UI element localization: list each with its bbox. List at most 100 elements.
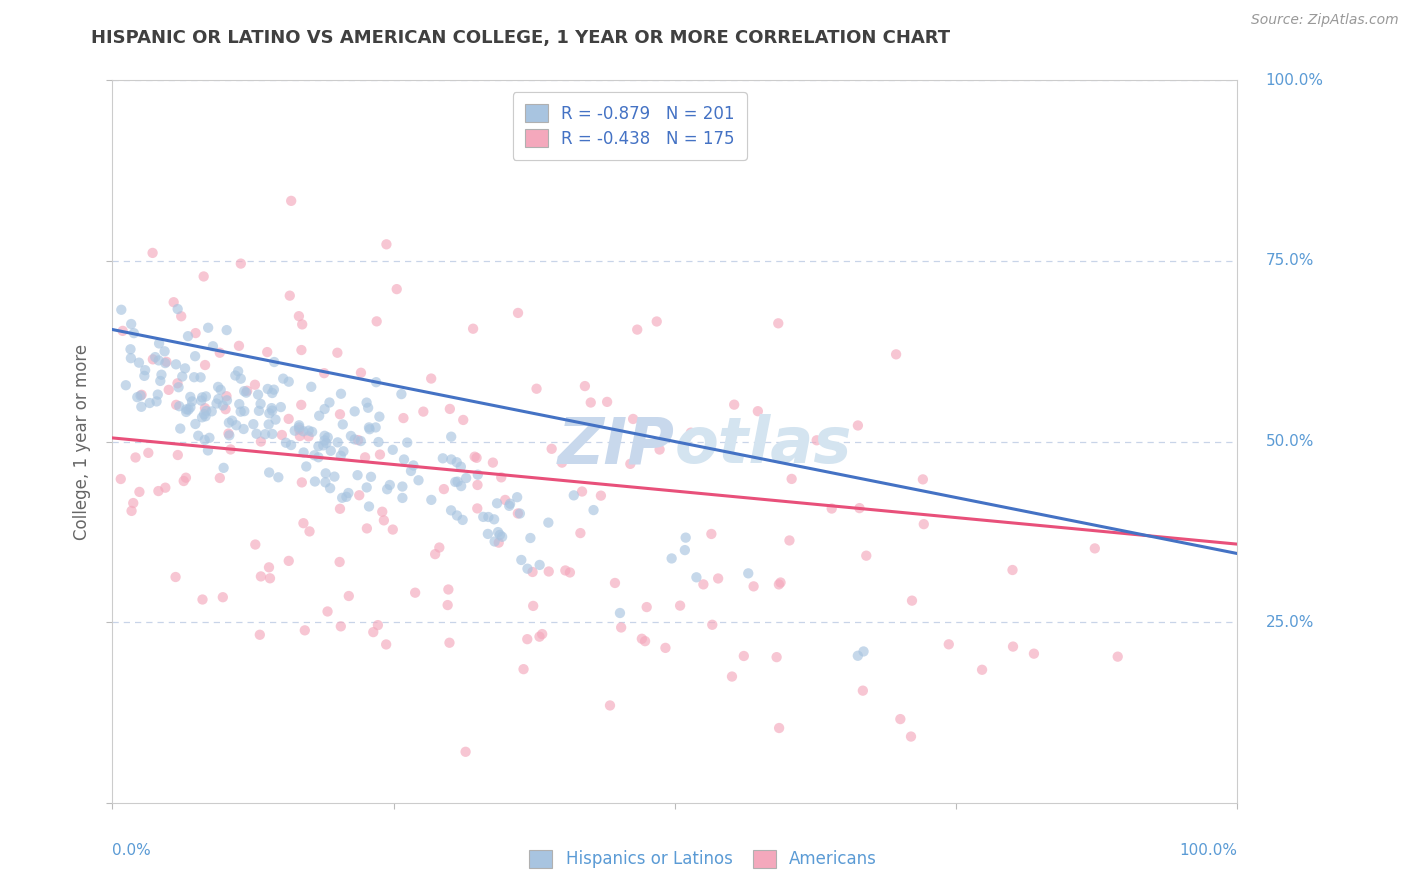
Point [516,562,538,576]
Point [467,467,489,482]
Point [396,435,419,450]
Point [247,404,270,418]
Point [166,448,188,462]
Point [477,510,499,524]
Point [197,320,219,334]
Point [142,352,165,367]
Point [314,434,336,448]
Point [217,426,239,441]
Point [491,530,513,544]
Point [723,398,745,412]
Point [110,472,132,486]
Point [884,347,907,361]
Point [280,194,302,208]
Point [292,424,315,438]
Point [194,389,217,403]
Point [482,456,505,470]
Point [402,458,425,473]
Point [329,407,352,421]
Point [381,523,404,537]
Point [170,310,193,324]
Point [176,402,198,417]
Point [522,565,544,579]
Point [173,474,195,488]
Point [440,430,463,444]
Point [292,445,315,459]
Point [274,435,297,450]
Y-axis label: College, 1 year or more: College, 1 year or more [73,343,91,540]
Text: 100.0%: 100.0% [1265,73,1323,87]
Point [166,376,188,391]
Point [209,383,232,397]
Point [288,309,311,323]
Point [621,412,644,426]
Point [498,499,520,513]
Point [110,302,132,317]
Point [131,388,153,402]
Legend: R = -0.879   N = 201, R = -0.438   N = 175: R = -0.879 N = 201, R = -0.438 N = 175 [513,92,747,160]
Point [846,648,869,663]
Point [250,434,273,449]
Point [155,481,177,495]
Point [194,401,217,416]
Point [343,404,366,418]
Point [329,555,352,569]
Point [439,401,461,416]
Point [427,541,450,555]
Point [145,394,167,409]
Point [172,369,194,384]
Point [634,634,657,648]
Point [519,531,541,545]
Point [356,395,378,409]
Point [191,390,214,404]
Point [332,417,354,432]
Point [181,394,204,409]
Point [768,316,790,330]
Point [288,420,311,434]
Point [307,450,329,465]
Point [329,501,352,516]
Point [114,378,136,392]
Point [295,459,318,474]
Point [737,566,759,581]
Point [298,424,321,438]
Point [531,627,554,641]
Point [332,444,354,458]
Point [224,368,246,383]
Point [208,471,231,485]
Point [212,460,235,475]
Point [440,452,463,467]
Point [205,396,228,410]
Text: 50.0%: 50.0% [1265,434,1313,449]
Point [603,576,626,591]
Point [477,527,499,541]
Point [436,598,458,612]
Point [229,257,252,271]
Point [579,395,602,409]
Point [304,448,326,462]
Point [366,314,388,328]
Point [768,721,790,735]
Point [278,288,301,302]
Point [375,482,398,496]
Point [510,553,533,567]
Point [367,618,389,632]
Point [259,571,281,585]
Point [177,329,200,343]
Point [221,414,243,428]
Point [432,451,454,466]
Point [821,501,844,516]
Point [472,509,495,524]
Point [489,470,512,484]
Point [675,531,697,545]
Point [700,527,723,541]
Point [163,295,186,310]
Point [494,492,516,507]
Point [378,478,401,492]
Point [392,411,415,425]
Point [215,389,238,403]
Point [257,466,280,480]
Point [155,356,177,370]
Point [264,412,287,426]
Point [596,395,619,409]
